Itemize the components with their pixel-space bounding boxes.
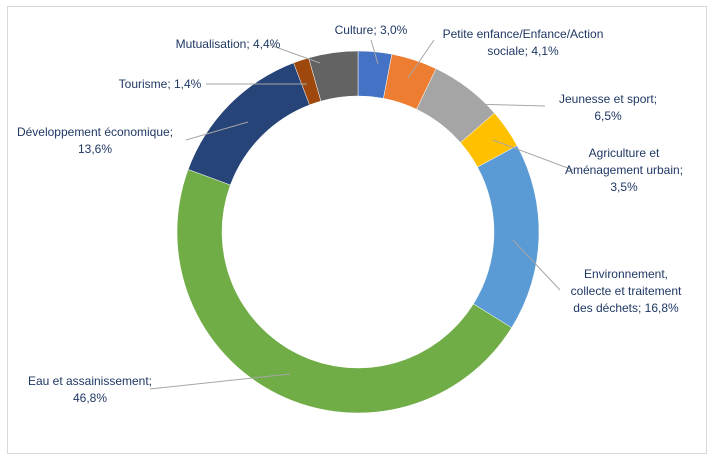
leader-line-developpement-economique	[185, 121, 249, 141]
data-label-mutualisation: Mutualisation; 4,4%	[176, 37, 281, 51]
leader-line-agriculture-et-amenagement-urbain	[492, 139, 574, 171]
data-label-jeunesse-et-sport: Jeunesse et sport; 6,5%	[559, 92, 657, 123]
data-label-culture: Culture; 3,0%	[335, 23, 408, 37]
leader-line-jeunesse-et-sport	[469, 103, 546, 107]
data-label-developpement-economique: Développement économique; 13,6%	[17, 125, 173, 156]
slice-environnement-collecte-et-traitement-des-dechets	[473, 145, 540, 329]
leader-line-culture	[370, 39, 379, 65]
leader-line-eau-et-assainissement	[149, 373, 291, 390]
leader-line-petite-enfance-enfance-action-sociale	[407, 39, 435, 79]
slice-developpement-economique	[187, 62, 310, 186]
data-label-tourisme: Tourisme; 1,4%	[119, 77, 202, 91]
data-label-environnement-collecte-et-traitement-des-dechets: Environnement, collecte et traitement des …	[571, 267, 682, 315]
leader-line-environnement-collecte-et-traitement-des-dechets	[512, 239, 561, 291]
data-label-eau-et-assainissement: Eau et assainissement; 46,8%	[28, 374, 152, 405]
slice-mutualisation	[308, 50, 359, 102]
data-label-agriculture-et-amenagement-urbain: Agriculture et Aménagement urbain; 3,5%	[565, 146, 683, 194]
leader-line-mutualisation	[269, 44, 321, 64]
chart-frame	[7, 6, 707, 454]
slices-group	[176, 50, 540, 414]
data-labels-group: Culture; 3,0% Petite enfance/Enfance/Acti…	[17, 23, 683, 405]
leader-lines-group	[149, 39, 574, 390]
slice-eau-et-assainissement	[176, 169, 512, 414]
data-label-petite-enfance-enfance-action-sociale: Petite enfance/Enfance/Action sociale; 4,…	[443, 27, 604, 58]
